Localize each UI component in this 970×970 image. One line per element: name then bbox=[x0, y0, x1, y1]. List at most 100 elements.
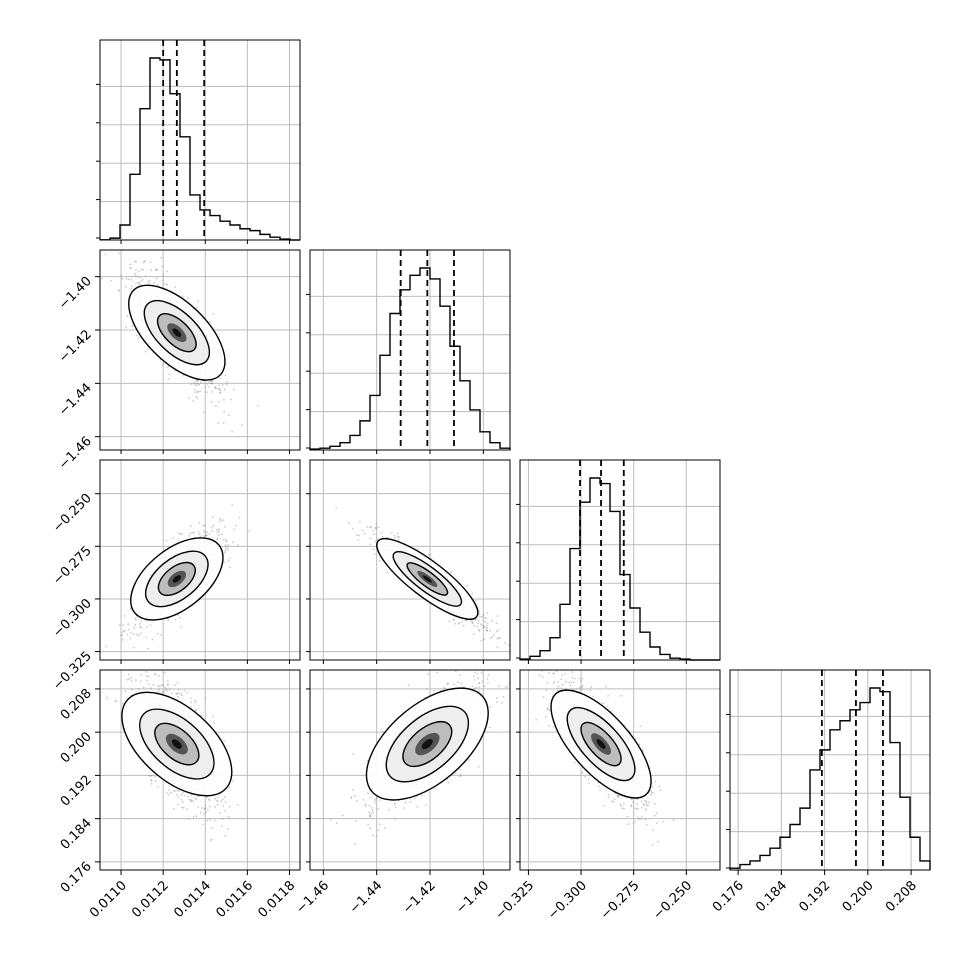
sample-point bbox=[140, 626, 142, 628]
sample-point bbox=[146, 626, 148, 628]
sample-point bbox=[139, 283, 141, 285]
sample-point bbox=[212, 380, 214, 382]
sample-point bbox=[229, 567, 231, 569]
sample-point bbox=[433, 690, 435, 692]
sample-point bbox=[221, 825, 223, 827]
sample-point bbox=[513, 644, 515, 646]
sample-point bbox=[429, 554, 431, 556]
sample-point bbox=[174, 684, 176, 686]
sample-point bbox=[211, 827, 213, 829]
sample-point bbox=[475, 600, 477, 602]
sample-point bbox=[142, 279, 144, 281]
sample-point bbox=[166, 792, 168, 794]
sample-point bbox=[358, 535, 360, 537]
sample-point bbox=[130, 279, 132, 281]
sample-point bbox=[128, 629, 130, 631]
sample-point bbox=[216, 538, 218, 540]
sample-point bbox=[201, 807, 203, 809]
sample-point bbox=[203, 535, 205, 537]
sample-point bbox=[481, 616, 483, 618]
sample-point bbox=[472, 666, 474, 668]
sample-point bbox=[227, 828, 229, 830]
sample-point bbox=[196, 385, 198, 387]
sample-point bbox=[168, 663, 170, 665]
sample-point bbox=[166, 540, 168, 542]
sample-point bbox=[460, 774, 462, 776]
sample-point bbox=[133, 627, 135, 629]
sample-point bbox=[493, 634, 495, 636]
sample-point bbox=[178, 790, 180, 792]
sample-point bbox=[125, 690, 127, 692]
sample-point bbox=[176, 794, 178, 796]
sample-point bbox=[362, 529, 364, 531]
sample-point bbox=[373, 549, 375, 551]
sample-point bbox=[145, 664, 147, 666]
sample-point bbox=[158, 675, 160, 677]
sample-point bbox=[188, 799, 190, 801]
sample-point bbox=[199, 533, 201, 535]
sample-point bbox=[214, 820, 216, 822]
sample-point bbox=[143, 687, 145, 689]
sample-point bbox=[504, 642, 506, 644]
sample-point bbox=[160, 257, 162, 259]
sample-point bbox=[164, 686, 166, 688]
sample-point bbox=[218, 528, 220, 530]
sample-point bbox=[194, 382, 196, 384]
sample-point bbox=[212, 716, 214, 718]
sample-point bbox=[135, 275, 137, 277]
sample-point bbox=[473, 633, 475, 635]
sample-point bbox=[373, 533, 375, 535]
sample-point bbox=[211, 530, 213, 532]
sample-point bbox=[375, 540, 377, 542]
sample-point bbox=[194, 699, 196, 701]
sample-point bbox=[382, 731, 384, 733]
sample-point bbox=[200, 812, 202, 814]
sample-point bbox=[475, 619, 477, 621]
sample-point bbox=[235, 525, 237, 527]
hist-panel-0 bbox=[96, 40, 300, 240]
sample-point bbox=[386, 571, 388, 573]
sample-point bbox=[192, 800, 194, 802]
sample-point bbox=[140, 681, 142, 683]
sample-point bbox=[135, 269, 137, 271]
sample-point bbox=[197, 391, 199, 393]
sample-point bbox=[162, 667, 164, 669]
sample-point bbox=[190, 697, 192, 699]
sample-point bbox=[384, 827, 386, 829]
sample-point bbox=[471, 686, 473, 688]
sample-point bbox=[356, 534, 358, 536]
sample-point bbox=[178, 532, 180, 534]
sample-point bbox=[388, 809, 390, 811]
sample-point bbox=[372, 809, 374, 811]
sample-point bbox=[190, 532, 192, 534]
sample-point bbox=[414, 798, 416, 800]
sample-point bbox=[224, 796, 226, 798]
sample-point bbox=[177, 696, 179, 698]
sample-point bbox=[138, 688, 140, 690]
sample-point bbox=[369, 827, 371, 829]
sample-point bbox=[227, 816, 229, 818]
sample-point bbox=[358, 539, 360, 541]
sample-point bbox=[209, 806, 211, 808]
sample-point bbox=[127, 623, 129, 625]
sample-point bbox=[130, 288, 132, 290]
sample-point bbox=[209, 819, 211, 821]
sample-point bbox=[458, 622, 460, 624]
sample-point bbox=[145, 658, 147, 660]
sample-point bbox=[232, 780, 234, 782]
sample-point bbox=[157, 786, 159, 788]
sample-point bbox=[166, 284, 168, 286]
sample-point bbox=[229, 557, 231, 559]
sample-point bbox=[105, 254, 107, 256]
sample-point bbox=[354, 795, 356, 797]
sample-point bbox=[110, 280, 112, 282]
sample-point bbox=[134, 273, 136, 275]
sample-point bbox=[118, 290, 120, 292]
sample-point bbox=[158, 689, 160, 691]
sample-point bbox=[481, 672, 483, 674]
sample-point bbox=[187, 297, 189, 299]
sample-point bbox=[193, 532, 195, 534]
sample-point bbox=[233, 389, 235, 391]
panel-content bbox=[310, 460, 529, 660]
sample-point bbox=[257, 405, 259, 407]
